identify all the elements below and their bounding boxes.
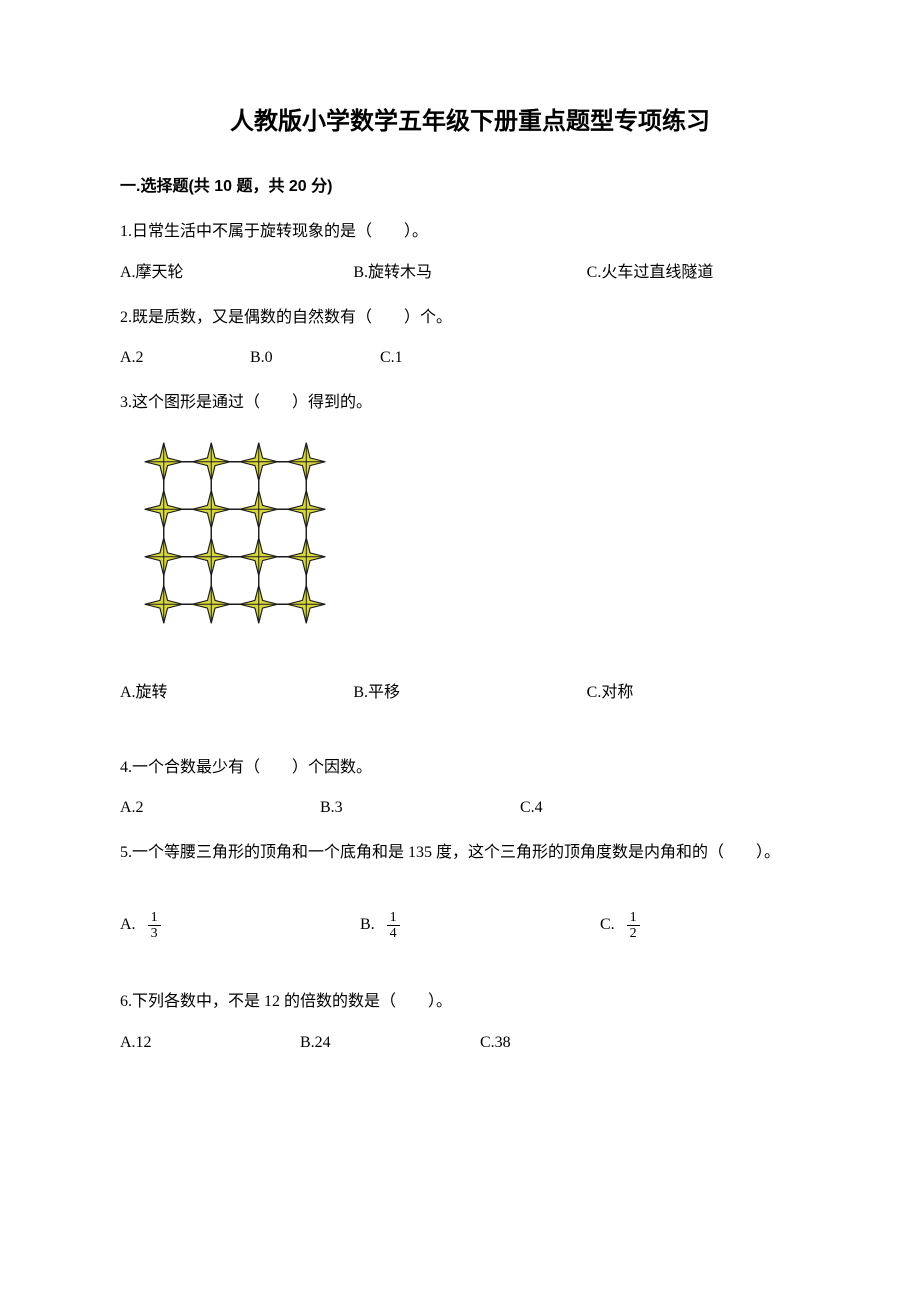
option-5b: B. 1 4 — [360, 910, 600, 942]
question-6: 6.下列各数中，不是 12 的倍数的数是（ ）。 A.12 B.24 C.38 — [120, 988, 820, 1058]
option-3a: A.旋转 — [120, 679, 353, 708]
section-header: 一.选择题(共 10 题，共 20 分) — [120, 173, 820, 202]
question-5-options: A. 1 3 B. 1 4 C. 1 2 — [120, 910, 820, 942]
option-1c: C.火车过直线隧道 — [587, 259, 820, 288]
option-2a: A.2 — [120, 344, 250, 373]
option-3b: B.平移 — [353, 679, 586, 708]
question-1-options: A.摩天轮 B.旋转木马 C.火车过直线隧道 — [120, 259, 820, 288]
fraction-5b-num: 1 — [387, 910, 400, 926]
fraction-5b-den: 4 — [387, 926, 400, 941]
fraction-5c-num: 1 — [627, 910, 640, 926]
question-3-text: 3.这个图形是通过（ ）得到的。 — [120, 389, 820, 418]
fraction-5a-num: 1 — [148, 910, 161, 926]
pattern-diagram — [140, 438, 820, 639]
question-1-text: 1.日常生活中不属于旋转现象的是（ ）。 — [120, 218, 820, 247]
option-6c: C.38 — [480, 1029, 511, 1058]
option-5c-label: C. — [600, 911, 615, 940]
question-6-text: 6.下列各数中，不是 12 的倍数的数是（ ）。 — [120, 988, 820, 1017]
question-3: 3.这个图形是通过（ ）得到的。 — [120, 389, 820, 707]
option-2b: B.0 — [250, 344, 380, 373]
option-4c: C.4 — [520, 794, 543, 823]
option-1a: A.摩天轮 — [120, 259, 353, 288]
option-5a: A. 1 3 — [120, 910, 360, 942]
question-4: 4.一个合数最少有（ ）个因数。 A.2 B.3 C.4 — [120, 754, 820, 824]
question-4-text: 4.一个合数最少有（ ）个因数。 — [120, 754, 820, 783]
question-3-options: A.旋转 B.平移 C.对称 — [120, 679, 820, 708]
question-5-text: 5.一个等腰三角形的顶角和一个底角和是 135 度，这个三角形的顶角度数是内角和… — [120, 839, 820, 868]
option-5a-label: A. — [120, 911, 136, 940]
option-5b-label: B. — [360, 911, 375, 940]
question-2-options: A.2 B.0 C.1 — [120, 344, 820, 373]
fraction-5c: 1 2 — [627, 910, 640, 942]
fraction-5b: 1 4 — [387, 910, 400, 942]
option-2c: C.1 — [380, 344, 403, 373]
option-1b: B.旋转木马 — [353, 259, 586, 288]
fraction-5a-den: 3 — [148, 926, 161, 941]
fraction-5c-den: 2 — [627, 926, 640, 941]
option-6a: A.12 — [120, 1029, 300, 1058]
question-1: 1.日常生活中不属于旋转现象的是（ ）。 A.摩天轮 B.旋转木马 C.火车过直… — [120, 218, 820, 288]
question-4-options: A.2 B.3 C.4 — [120, 794, 820, 823]
fraction-5a: 1 3 — [148, 910, 161, 942]
page-title: 人教版小学数学五年级下册重点题型专项练习 — [120, 100, 820, 143]
option-6b: B.24 — [300, 1029, 480, 1058]
option-5c: C. 1 2 — [600, 910, 640, 942]
question-6-options: A.12 B.24 C.38 — [120, 1029, 820, 1058]
question-5: 5.一个等腰三角形的顶角和一个底角和是 135 度，这个三角形的顶角度数是内角和… — [120, 839, 820, 942]
option-4a: A.2 — [120, 794, 320, 823]
question-2-text: 2.既是质数，又是偶数的自然数有（ ）个。 — [120, 304, 820, 333]
question-2: 2.既是质数，又是偶数的自然数有（ ）个。 A.2 B.0 C.1 — [120, 304, 820, 374]
option-3c: C.对称 — [587, 679, 820, 708]
option-4b: B.3 — [320, 794, 520, 823]
